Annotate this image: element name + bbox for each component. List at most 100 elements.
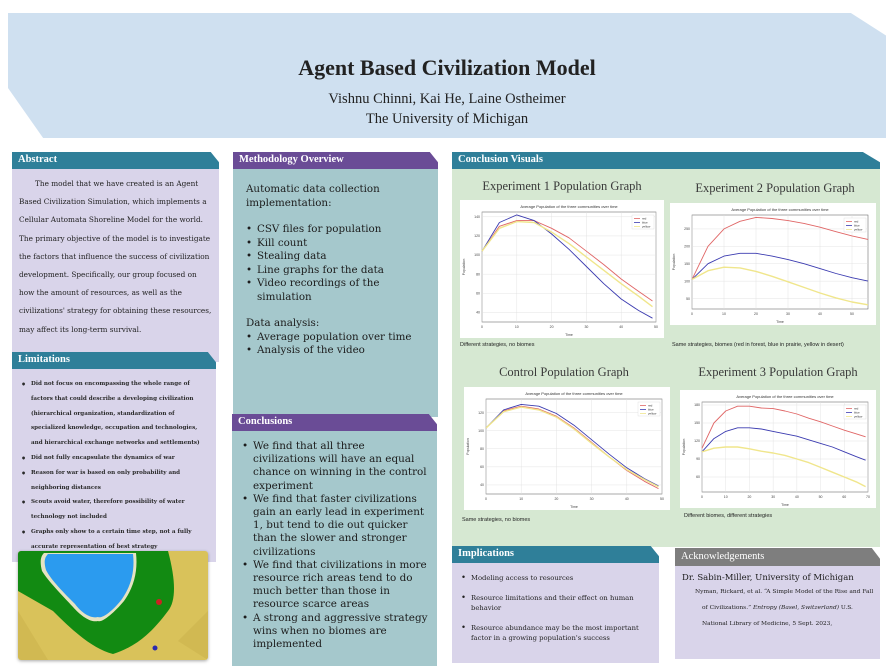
implications-heading: Implications bbox=[452, 546, 659, 563]
svg-text:200: 200 bbox=[684, 245, 690, 249]
citation-journal: Entropy (Basel, Switzerland) bbox=[752, 605, 840, 611]
svg-text:40: 40 bbox=[818, 312, 822, 316]
svg-text:100: 100 bbox=[684, 279, 690, 283]
list-item: Modeling access to resources bbox=[460, 573, 651, 584]
list-item: Did not fully encapsulate the dynamics o… bbox=[20, 451, 210, 466]
citation-text: of Civilizations.” bbox=[702, 605, 753, 611]
svg-text:Average Population of the thre: Average Population of the three communit… bbox=[736, 394, 834, 399]
list-item: Did not focus on encompassing the whole … bbox=[20, 377, 210, 451]
abstract-panel: Abstract The model that we have created … bbox=[12, 152, 219, 362]
svg-text:100: 100 bbox=[478, 429, 484, 433]
graph-title: Control Population Graph bbox=[499, 365, 629, 379]
citation-line-1: Nyman, Rickard, et al. “A Simple Model o… bbox=[695, 589, 874, 595]
citation-text: U.S. bbox=[839, 605, 853, 611]
line-chart: Average Population of the three communit… bbox=[672, 207, 869, 324]
svg-text:10: 10 bbox=[724, 495, 728, 499]
svg-text:yellow: yellow bbox=[642, 225, 651, 229]
acknowledgements-heading: Acknowledgements bbox=[675, 548, 880, 566]
svg-text:Average Population of the thre: Average Population of the three communit… bbox=[731, 207, 829, 212]
svg-text:60: 60 bbox=[842, 495, 846, 499]
list-item: Average population over time bbox=[246, 331, 428, 345]
implications-list: Modeling access to resources Resource li… bbox=[452, 563, 659, 663]
svg-text:red: red bbox=[854, 220, 859, 224]
svg-text:yellow: yellow bbox=[854, 228, 863, 232]
svg-text:blue: blue bbox=[854, 411, 860, 415]
svg-text:blue: blue bbox=[648, 408, 654, 412]
list-item: CSV files for population bbox=[246, 223, 428, 237]
svg-text:red: red bbox=[648, 404, 653, 408]
svg-text:80: 80 bbox=[476, 272, 480, 276]
simulation-map-image bbox=[18, 551, 208, 660]
svg-text:30: 30 bbox=[786, 312, 790, 316]
methodology-sub-lead: Data analysis: bbox=[246, 317, 320, 329]
visuals-area: Experiment 1 Population Graph Average Po… bbox=[452, 169, 880, 547]
svg-text:140: 140 bbox=[474, 215, 480, 219]
conclusions-panel: Conclusions We find that all three civil… bbox=[232, 414, 437, 666]
conclusions-heading: Conclusions bbox=[232, 414, 437, 431]
list-item: Scouts avoid water, therefore possibilit… bbox=[20, 495, 210, 525]
citation-line-3: National Library of Medicine, 5 Sept. 20… bbox=[702, 621, 833, 627]
list-item: A strong and aggressive strategy wins wh… bbox=[242, 612, 429, 652]
svg-text:30: 30 bbox=[584, 325, 588, 329]
conclusions-body: We find that all three civilizations wil… bbox=[232, 431, 437, 666]
map-illustration bbox=[18, 551, 208, 660]
svg-text:50: 50 bbox=[819, 495, 823, 499]
analysis-list: Average population over time Analysis of… bbox=[246, 331, 428, 358]
graph-title: Experiment 2 Population Graph bbox=[695, 181, 855, 195]
svg-text:Average Population of the thre: Average Population of the three communit… bbox=[520, 204, 618, 209]
methodology-lead: Automatic data collection implementation… bbox=[246, 183, 380, 209]
graph-title: Experiment 3 Population Graph bbox=[698, 365, 858, 379]
line-chart: Average Population of the three communit… bbox=[682, 394, 870, 507]
svg-text:150: 150 bbox=[684, 262, 690, 266]
svg-text:0: 0 bbox=[701, 495, 703, 499]
svg-text:50: 50 bbox=[686, 297, 690, 301]
svg-text:Population: Population bbox=[462, 259, 466, 276]
svg-text:60: 60 bbox=[480, 465, 484, 469]
svg-text:Time: Time bbox=[570, 505, 578, 509]
poster-affiliation: The University of Michigan bbox=[365, 111, 529, 127]
svg-text:blue: blue bbox=[642, 221, 648, 225]
line-chart: Average Population of the three communit… bbox=[466, 391, 664, 509]
svg-text:40: 40 bbox=[795, 495, 799, 499]
svg-text:0: 0 bbox=[691, 312, 693, 316]
svg-text:yellow: yellow bbox=[648, 412, 657, 416]
list-item: Stealing data bbox=[246, 250, 428, 264]
list-item: Resource limitations and their effect on… bbox=[460, 593, 651, 614]
svg-text:0: 0 bbox=[481, 325, 483, 329]
visuals-heading: Conclusion Visuals bbox=[452, 152, 880, 169]
svg-text:Population: Population bbox=[682, 439, 686, 456]
chart-experiment-2: Average Population of the three communit… bbox=[670, 203, 876, 325]
implications-panel: Implications Modeling access to resource… bbox=[452, 546, 659, 663]
svg-text:100: 100 bbox=[474, 253, 480, 257]
chart-experiment-3: Average Population of the three communit… bbox=[680, 390, 876, 508]
svg-text:40: 40 bbox=[476, 311, 480, 315]
svg-text:20: 20 bbox=[754, 312, 758, 316]
conclusion-visuals-panel: Conclusion Visuals Experiment 1 Populati… bbox=[452, 152, 880, 547]
graph-caption: Same strategies, biomes (red in forest, … bbox=[672, 342, 844, 348]
svg-text:Time: Time bbox=[781, 503, 789, 507]
svg-text:red: red bbox=[642, 217, 647, 221]
acknowledgements-panel: Acknowledgements Dr. Sabin-Miller, Unive… bbox=[675, 548, 880, 659]
list-item: Analysis of the video bbox=[246, 344, 428, 358]
limitations-heading: Limitations bbox=[12, 352, 216, 369]
methodology-body: Automatic data collection implementation… bbox=[233, 169, 438, 417]
methodology-heading: Methodology Overview bbox=[233, 152, 438, 169]
svg-text:120: 120 bbox=[478, 411, 484, 415]
svg-text:250: 250 bbox=[684, 227, 690, 231]
svg-text:40: 40 bbox=[480, 483, 484, 487]
svg-text:red: red bbox=[854, 407, 859, 411]
svg-text:10: 10 bbox=[519, 497, 523, 501]
svg-text:30: 30 bbox=[590, 497, 594, 501]
svg-text:180: 180 bbox=[694, 403, 700, 407]
citation: Nyman, Rickard, et al. “A Simple Model o… bbox=[682, 584, 874, 632]
graph-caption: Different biomes, different strategies bbox=[684, 513, 773, 519]
svg-text:70: 70 bbox=[866, 495, 870, 499]
svg-text:blue: blue bbox=[854, 224, 860, 228]
svg-text:120: 120 bbox=[694, 439, 700, 443]
svg-text:30: 30 bbox=[771, 495, 775, 499]
svg-text:60: 60 bbox=[696, 475, 700, 479]
chart-control: Average Population of the three communit… bbox=[464, 387, 670, 510]
methodology-panel: Methodology Overview Automatic data coll… bbox=[233, 152, 438, 417]
graph-caption: Same strategies, no biomes bbox=[462, 517, 531, 523]
svg-text:20: 20 bbox=[747, 495, 751, 499]
